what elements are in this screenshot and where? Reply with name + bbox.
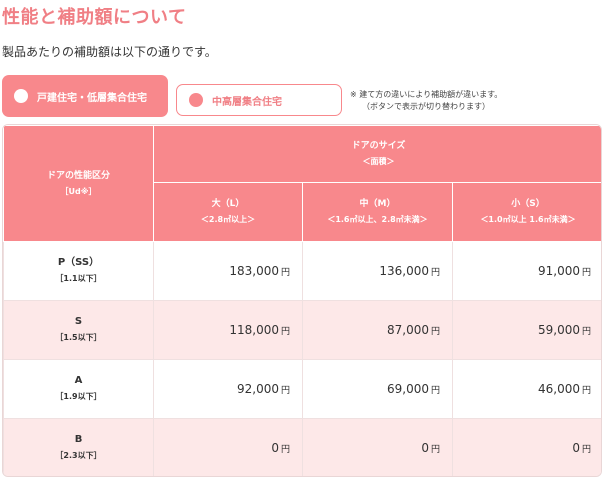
tab-label: 戸建住宅・低層集合住宅 [37,92,147,104]
amount-cell: 87,000 円 [302,300,453,360]
amount-value: 87,000 [386,323,429,337]
yen-unit: 円 [280,268,290,278]
yen-unit: 円 [430,268,440,278]
amount-value: 0 [271,441,279,455]
group-header-cell: ドアのサイズ ＜面積＞ [152,125,601,183]
amount-cell: 46,000 円 [451,359,601,419]
amount-cell: 118,000 円 [153,300,303,360]
lead-text: 製品あたりの補助額は以下の通りです。 [2,45,217,59]
column-header-sub: ＜2.8㎡以上＞ [200,215,256,224]
grade-label: P（SS） [57,257,100,268]
amount-value: 183,000 [229,264,279,278]
group-header-sub: ＜面積＞ [362,157,395,166]
grade-cell: P（SS） ［1.1以下］ [3,241,154,301]
yen-unit: 円 [582,386,592,396]
radio-dot-icon [189,93,203,107]
table-row: S ［1.5以下］ 118,000 円 87,000 円 59,000 円 [3,300,601,360]
amount-cell: 69,000 円 [302,359,453,419]
amount-value: 59,000 [538,323,581,337]
column-header-label: 小（S） [511,199,545,209]
column-header-large: 大（L） ＜2.8㎡以上＞ [153,182,303,242]
amount-value: 0 [572,441,581,455]
amount-cell: 183,000 円 [153,241,303,301]
row-header-label: ドアの性能区分 [46,170,110,181]
yen-unit: 円 [280,445,290,455]
radio-dot-icon [14,89,28,103]
grade-range: ［1.1以下］ [55,274,102,283]
yen-unit: 円 [582,445,592,455]
yen-unit: 円 [280,386,290,396]
page-title: 性能と補助額について [2,7,187,28]
column-header-label: 大（L） [211,199,245,209]
amount-value: 136,000 [379,264,429,278]
amount-value: 69,000 [386,382,429,396]
yen-unit: 円 [582,268,592,278]
grade-cell: A ［1.9以下］ [3,359,154,419]
column-header-small: 小（S） ＜1.0㎡以上 1.6㎡未満＞ [451,182,601,242]
row-header-cell: ドアの性能区分 ［Ud※］ [3,125,154,242]
table-row: A ［1.9以下］ 92,000 円 69,000 円 46,000 円 [3,359,601,419]
yen-unit: 円 [430,445,440,455]
amount-cell: 136,000 円 [302,241,453,301]
yen-unit: 円 [430,386,440,396]
grade-range: ［1.9以下］ [55,392,102,401]
tab-detached-lowrise[interactable]: 戸建住宅・低層集合住宅 [2,75,168,117]
column-header-sub: ＜1.0㎡以上 1.6㎡未満＞ [480,215,576,224]
table-row: P（SS） ［1.1以下］ 183,000 円 136,000 円 91,000 円 [3,241,601,301]
group-header-label: ドアのサイズ [351,141,406,151]
column-header-sub: ＜1.6㎡以上、2.8㎡未満＞ [327,215,428,224]
grade-cell: S ［1.5以下］ [3,300,154,360]
subsidy-table: ドアの性能区分 ［Ud※］ ドアのサイズ ＜面積＞ 大（L） ＜2.8㎡以上＞ … [2,124,602,477]
grade-label: S [74,316,83,327]
tab-label: 中高層集合住宅 [212,96,282,108]
row-header-sub: ［Ud※］ [60,186,97,196]
note-line-1: ※ 建て方の違いにより補助額が違います。 [350,90,503,99]
yen-unit: 円 [280,327,290,337]
note-line-2: （ボタンで表示が切り替わります） [362,102,490,111]
column-header-medium: 中（M） ＜1.6㎡以上、2.8㎡未満＞ [302,182,453,242]
amount-cell: 59,000 円 [451,300,601,360]
grade-label: B [74,434,83,445]
amount-cell: 92,000 円 [153,359,303,419]
yen-unit: 円 [582,327,592,337]
amount-value: 91,000 [538,264,581,278]
amount-value: 0 [421,441,429,455]
tab-midhighrise[interactable]: 中高層集合住宅 [176,84,342,116]
amount-value: 118,000 [229,323,279,337]
grade-range: ［1.5以下］ [55,333,102,342]
amount-cell: 91,000 円 [451,241,601,301]
amount-value: 46,000 [538,382,581,396]
column-header-label: 中（M） [359,199,396,209]
yen-unit: 円 [430,327,440,337]
grade-cell: B ［2.3以下］ [3,418,154,476]
amount-value: 92,000 [236,382,279,396]
tab-note: ※ 建て方の違いにより補助額が違います。 （ボタンで表示が切り替わります） [350,89,502,113]
grade-range: ［2.3以下］ [55,451,102,460]
grade-label: A [74,375,83,386]
